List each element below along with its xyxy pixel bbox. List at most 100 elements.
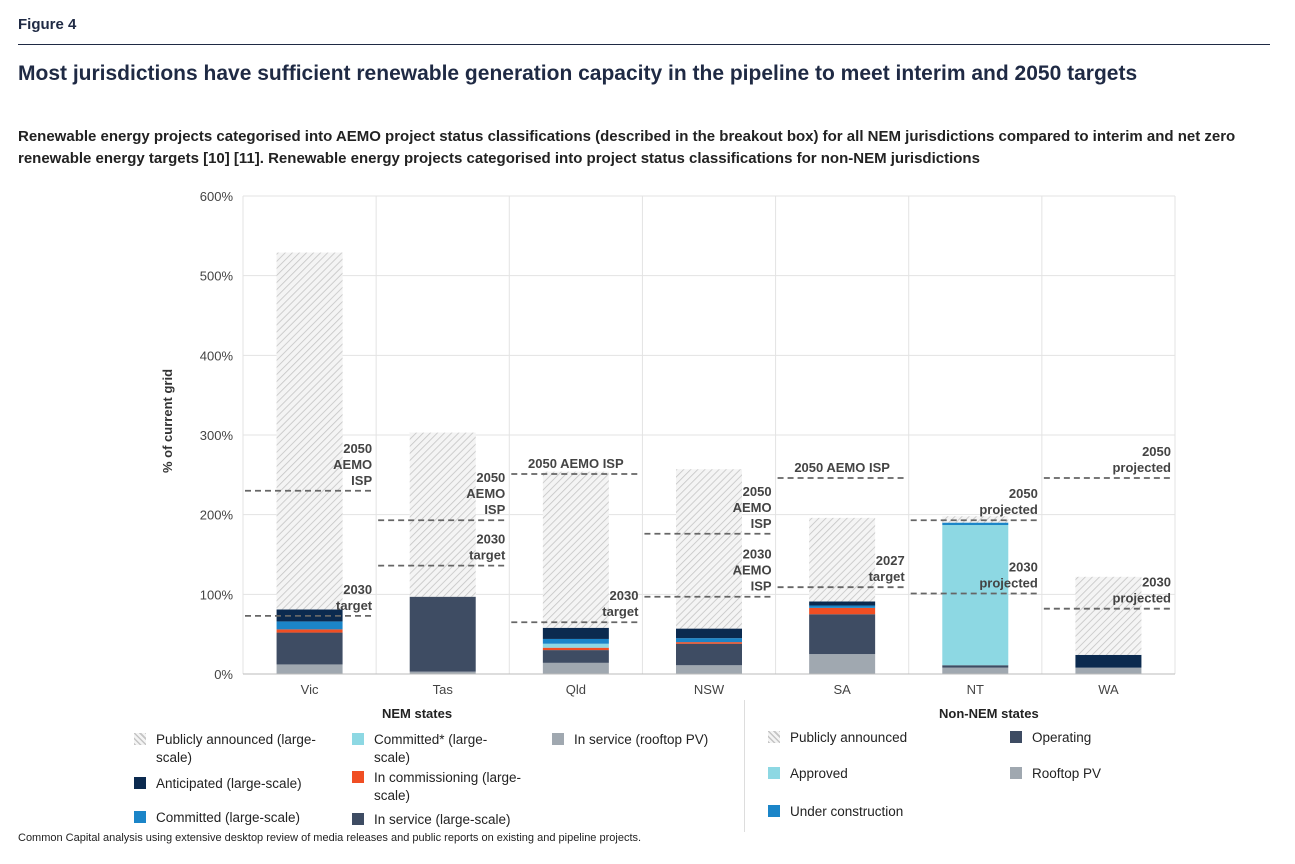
target-label: 2050 projected [1112, 444, 1171, 475]
bar-anticipated-wa [1075, 654, 1142, 668]
target-label-line: target [469, 548, 506, 563]
bar-in-service-rooftop-qld [542, 662, 609, 674]
target-label-line: AEMO [733, 500, 772, 515]
y-tick-label: 400% [200, 348, 234, 363]
legend-swatch-committed-star [352, 733, 364, 745]
legend-label-nem: In service (rooftop PV) [574, 732, 709, 747]
bar-publicly-announced-wa [1075, 576, 1142, 655]
y-tick-label: 0% [214, 667, 233, 682]
bar-in-service-rooftop-tas [409, 671, 476, 674]
target-label-line: 2030 [610, 588, 639, 603]
legend-swatch-in-service-rooftop [1010, 767, 1022, 779]
target-label: 2050 AEMO ISP [466, 470, 505, 517]
x-tick-label: Qld [566, 682, 586, 697]
bar-publicly-announced-nsw [676, 469, 742, 629]
legend-non-nem-title: Non-NEM states [939, 706, 1039, 721]
bar-in-service-large-qld [542, 650, 609, 663]
bar-in-service-rooftop-nsw [676, 665, 742, 674]
y-tick-label: 600% [200, 189, 234, 204]
target-label: 2030 target [602, 588, 639, 619]
bar-in-service-large-nt [942, 665, 1009, 668]
bar-in-commissioning-nsw [676, 642, 742, 644]
target-label-line: 2050 [343, 441, 372, 456]
legend-swatch-in-commissioning [352, 771, 364, 783]
target-label-line: projected [1112, 460, 1171, 475]
bar-committed-star-nt [942, 525, 1009, 666]
target-label: 2050 AEMO ISP [333, 441, 372, 488]
bar-in-service-large-nsw [676, 643, 742, 666]
target-label-line: 2050 AEMO ISP [794, 460, 890, 475]
y-axis-label: % of current grid [160, 369, 175, 473]
header-divider [18, 44, 1270, 45]
target-label-line: 2050 [1142, 444, 1171, 459]
x-tick-label: NSW [694, 682, 725, 697]
target-label-line: projected [1112, 591, 1171, 606]
x-tick-label: NT [967, 682, 984, 697]
bar-publicly-announced-vic [276, 252, 343, 610]
legend-nem-title: NEM states [382, 706, 453, 721]
target-label: 2050 AEMO ISP [794, 460, 890, 475]
bar-in-commissioning-qld [542, 647, 609, 651]
legend-label-non-nem: Approved [790, 766, 848, 781]
target-label-line: target [869, 569, 906, 584]
bar-in-commissioning-vic [276, 629, 343, 633]
target-label-line: 2027 [876, 553, 905, 568]
bar-in-service-rooftop-wa [1075, 667, 1142, 674]
bar-in-service-rooftop-sa [809, 654, 876, 674]
legend-label-non-nem: Operating [1032, 730, 1092, 745]
legend-swatch-publicly-announced [768, 731, 780, 743]
x-tick-label: WA [1098, 682, 1119, 697]
target-label-line: 2030 [476, 532, 505, 547]
target-label-line: 2050 [1009, 486, 1038, 501]
legend-label-nem: In service (large-scale) [374, 812, 511, 827]
bar-in-service-large-tas [409, 596, 476, 672]
bar-committed-sa [809, 605, 876, 608]
target-label-line: 2030 [743, 547, 772, 562]
target-label: 2030 target [336, 582, 373, 613]
target-label-line: 2050 AEMO ISP [528, 456, 624, 471]
bar-publicly-announced-qld [542, 471, 609, 628]
target-label-line: AEMO [333, 457, 372, 472]
bar-in-service-large-sa [809, 614, 876, 655]
bar-committed-nsw [676, 638, 742, 643]
legend-label-nem: Committed (large-scale) [156, 810, 301, 825]
legend-label-nem: Publicly announced (large-scale) [156, 732, 316, 765]
footer-note: Common Capital analysis using extensive … [18, 832, 642, 844]
figure-label: Figure 4 [18, 16, 77, 33]
legend-swatch-committed [768, 805, 780, 817]
legend-swatch-anticipated [134, 777, 146, 789]
legend-non-nem: Non-NEM states [744, 700, 1241, 832]
bar-anticipated-sa [809, 601, 876, 606]
target-label-line: AEMO [733, 563, 772, 578]
legend-label-nem: In commissioning (large-scale) [374, 770, 522, 803]
chart-subtitle: Renewable energy projects categorised in… [18, 128, 1236, 167]
x-tick-label: SA [833, 682, 851, 697]
bar-in-service-rooftop-vic [276, 664, 343, 674]
target-label-line: target [602, 604, 639, 619]
target-label-line: projected [979, 502, 1038, 517]
legend-swatch-committed [134, 811, 146, 823]
legend-label-non-nem: Under construction [790, 804, 904, 819]
target-label: 2030 target [469, 532, 506, 563]
target-label-line: 2050 [476, 470, 505, 485]
target-label: 2030 projected [1112, 575, 1171, 606]
bar-committed-nt [942, 522, 1009, 526]
target-label-line: ISP [751, 516, 772, 531]
legend-swatch-in-service-large [352, 813, 364, 825]
legend-swatch-publicly-announced [134, 733, 146, 745]
bar-publicly-announced-tas [409, 432, 476, 597]
target-label: 2027 target [869, 553, 906, 584]
target-label-line: 2030 [1009, 560, 1038, 575]
y-tick-label: 500% [200, 269, 234, 284]
bar-anticipated-qld [542, 627, 609, 639]
legend-label-non-nem: Rooftop PV [1032, 766, 1102, 781]
legend-nem: NEM states [66, 700, 738, 832]
target-label-line: 2030 [343, 582, 372, 597]
legend-swatch-committed-star [768, 767, 780, 779]
legend-swatch-in-service-large [1010, 731, 1022, 743]
chart-title: Most jurisdictions have sufficient renew… [18, 62, 1138, 85]
bar-anticipated-nsw [676, 628, 742, 639]
bar-in-commissioning-sa [809, 607, 876, 615]
target-label-line: 2030 [1142, 575, 1171, 590]
